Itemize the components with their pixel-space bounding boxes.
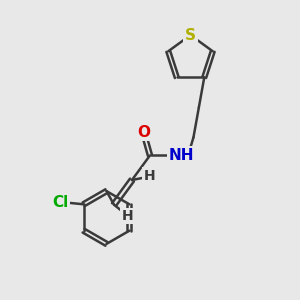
Text: NH: NH <box>169 148 194 163</box>
Text: H: H <box>143 169 155 182</box>
Text: S: S <box>185 28 196 43</box>
Text: O: O <box>137 124 150 140</box>
Text: H: H <box>122 209 133 223</box>
Text: Cl: Cl <box>52 195 68 210</box>
